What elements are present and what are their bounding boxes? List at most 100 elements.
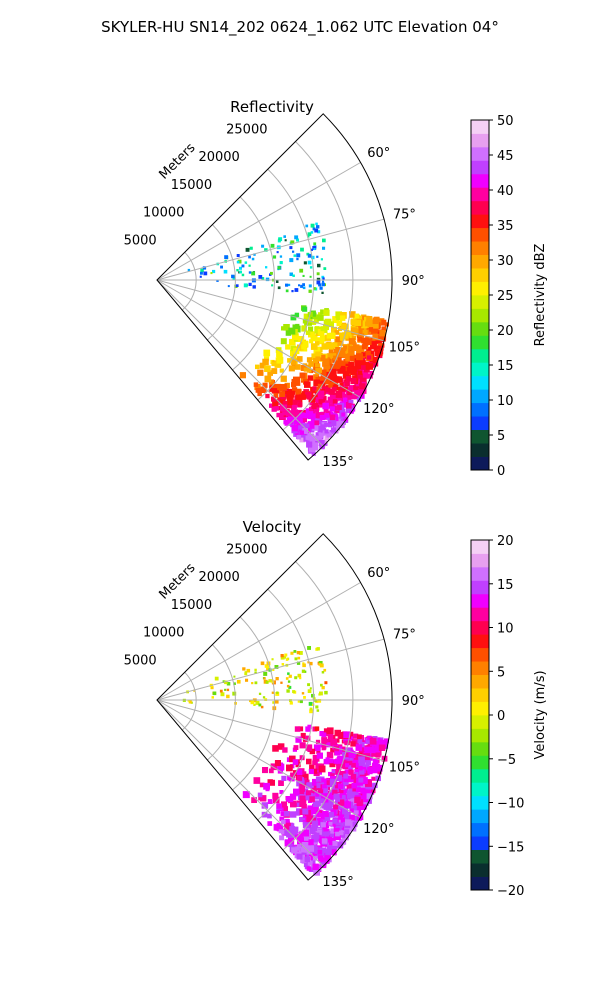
echo-pixel [353, 733, 359, 739]
echo-pixel [336, 351, 343, 358]
echo-pixel [309, 707, 313, 711]
echo-pixel [378, 334, 385, 341]
echo-pixel [309, 661, 313, 666]
echo-pixel [319, 380, 326, 387]
echo-pixel [313, 242, 317, 246]
echo-pixel [348, 338, 356, 345]
echo-pixel [358, 370, 363, 375]
echo-pixel [279, 255, 283, 258]
echo-pixel [334, 363, 340, 370]
echo-pixel [354, 755, 359, 760]
echo-pixel [286, 689, 290, 693]
echo-pixel [300, 247, 304, 252]
echo-pixel [312, 863, 319, 870]
echo-pixel [286, 396, 294, 404]
echo-pixel [305, 224, 309, 228]
colorbar-segment [471, 634, 489, 649]
echo-pixel [303, 696, 306, 699]
echo-pixel [317, 401, 323, 408]
echo-pixel [310, 223, 315, 228]
echo-pixel [294, 312, 300, 318]
echo-pixel [265, 393, 270, 399]
echo-pixel [296, 769, 303, 776]
echo-pixel [288, 416, 293, 421]
echo-pixel [268, 379, 275, 385]
echo-pixel [311, 353, 319, 361]
echo-pixel [304, 391, 312, 399]
echo-pixel [329, 811, 334, 817]
echo-pixel [294, 657, 298, 661]
echo-pixel [331, 734, 336, 739]
echo-pixel [264, 375, 272, 383]
echo-pixel [308, 406, 316, 414]
echo-pixel [375, 752, 381, 758]
range-ring [232, 196, 275, 371]
echo-pixel [298, 726, 304, 732]
range-tick-label: 20000 [198, 570, 239, 585]
echo-pixel [331, 394, 339, 402]
echo-pixel [233, 675, 236, 678]
echo-pixel [335, 347, 341, 353]
echo-pixel [318, 693, 321, 696]
echo-pixel [348, 330, 353, 335]
azimuth-spoke [156, 279, 361, 398]
echo-pixel [321, 282, 325, 287]
echo-pixel [339, 385, 344, 390]
range-axis-label: Meters [157, 560, 199, 602]
echo-pixel [347, 353, 353, 359]
echo-pixel [324, 413, 330, 418]
echo-pixel [324, 681, 328, 685]
echo-pixel [315, 331, 320, 336]
grid [156, 561, 392, 867]
echo-pixel [315, 351, 322, 358]
echo-pixel [294, 419, 300, 425]
echo-pixel [248, 282, 252, 286]
colorbar-segment [471, 553, 489, 568]
echo-pixel [267, 813, 272, 819]
echo-pixel [381, 326, 387, 332]
echo-pixel [312, 314, 318, 320]
echo-pixel [224, 688, 227, 691]
range-ring [232, 616, 275, 791]
echo-pixel [358, 760, 366, 767]
echo-pixel [285, 677, 289, 680]
echo-pixel [346, 794, 352, 799]
echo-pixel [305, 330, 311, 335]
echo-pixel [292, 399, 298, 405]
echo-pixel [292, 826, 299, 833]
echo-pixel [236, 269, 239, 272]
echo-pixel [359, 359, 366, 367]
echo-pixel [293, 254, 296, 257]
echo-pixel [333, 793, 340, 800]
colorbar-segment [471, 836, 489, 851]
colorbar-segment [471, 674, 489, 689]
echo-pixel [290, 800, 297, 808]
echo-pixel [246, 668, 251, 673]
echo-pixel [288, 365, 295, 372]
echo-pixel [332, 375, 338, 381]
echo-pixel [354, 768, 361, 775]
echo-pixel [369, 746, 375, 753]
echo-pixel [311, 693, 315, 698]
echo-pixel [310, 248, 313, 251]
echo-pixel [311, 255, 315, 260]
echo-pixel [288, 327, 296, 335]
echo-pixel [298, 425, 303, 430]
echo-pixel [224, 255, 229, 260]
grid [156, 141, 392, 447]
echo-pixel [310, 334, 318, 342]
echo-pixel [321, 671, 325, 674]
echo-pixel [350, 741, 356, 747]
echo-pixel [271, 368, 278, 374]
echo-pixel [271, 658, 274, 661]
echo-pixel [323, 324, 329, 331]
echo-pixel [286, 831, 293, 838]
colorbar-segment [471, 782, 489, 797]
echo-pixel [365, 757, 371, 763]
echo-pixel [317, 230, 321, 234]
echo-pixel [320, 822, 326, 828]
echo-pixel [322, 246, 326, 250]
echo-pixel [321, 784, 327, 790]
echo-pixel [280, 384, 287, 391]
echo-pixel [284, 822, 291, 830]
